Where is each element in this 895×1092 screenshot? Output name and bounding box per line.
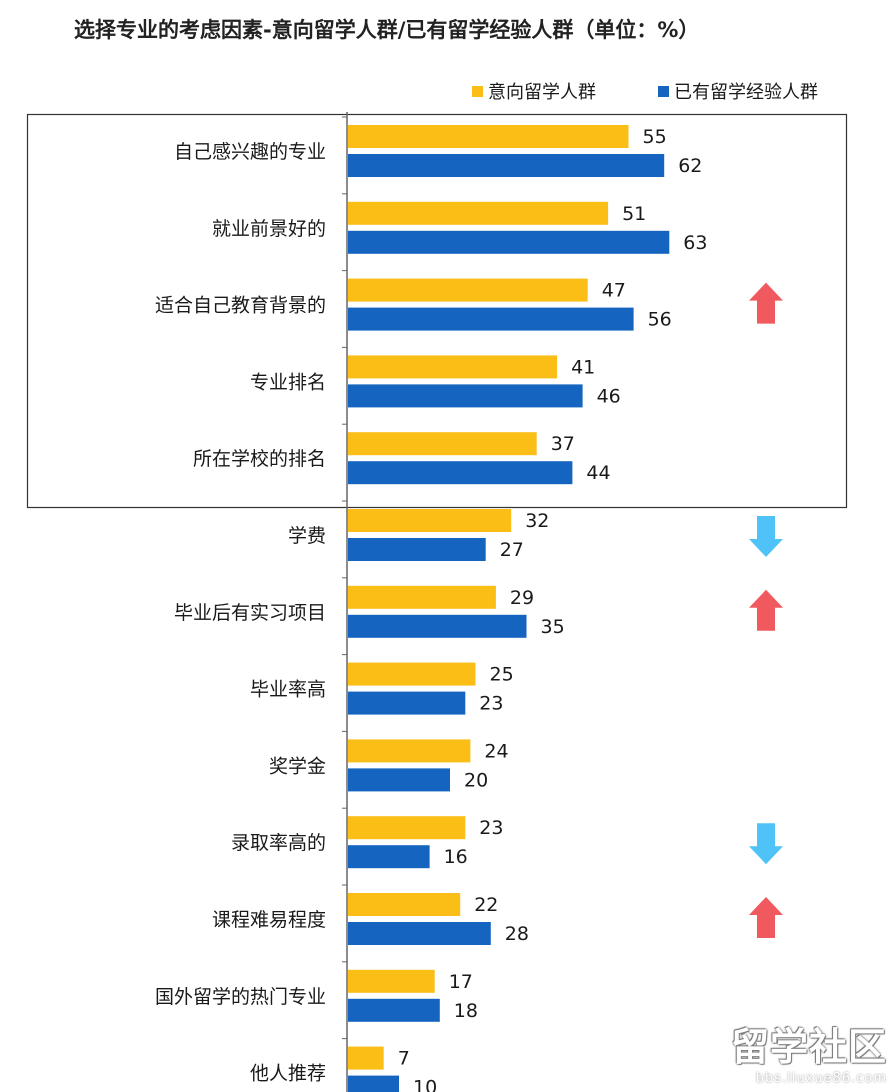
arrow-up-icon: [749, 897, 783, 938]
data-label: 17: [449, 971, 473, 993]
category-label: 就业前景好的: [212, 218, 326, 240]
bar-series1: [348, 893, 461, 916]
bar-series1: [348, 125, 629, 148]
bar-series1: [348, 432, 537, 456]
category-label: 所在学校的排名: [193, 448, 326, 470]
category-label: 毕业率高: [250, 679, 326, 701]
category-label: 录取率高的: [231, 832, 326, 854]
bar-series1: [348, 662, 476, 686]
bar-series1: [348, 739, 471, 763]
bar-series2: [348, 845, 430, 869]
data-label: 16: [444, 846, 468, 868]
legend-item-series1: 意向留学人群: [472, 78, 596, 104]
chart-title: 选择专业的考虑因素-意向留学人群/已有留学经验人群（单位：%）: [74, 18, 700, 42]
bar-series2: [348, 461, 573, 485]
category-label: 课程难易程度: [212, 909, 326, 931]
bar-series1: [348, 1046, 384, 1070]
arrow-up-icon: [749, 589, 783, 631]
bar-series2: [348, 1075, 399, 1092]
data-label: 25: [490, 664, 514, 686]
bar-series2: [348, 614, 527, 638]
data-label: 41: [571, 356, 595, 378]
watermark: 留学社区 bbs.liuxue86.com: [731, 1016, 887, 1086]
data-label: 18: [454, 1000, 478, 1022]
arrow-down-icon: [749, 516, 783, 557]
data-label: 20: [464, 769, 488, 791]
bar-series1: [348, 278, 588, 302]
bar-series2: [348, 691, 466, 715]
data-label: 7: [398, 1048, 410, 1070]
data-label: 35: [541, 616, 565, 638]
data-label: 55: [643, 126, 667, 148]
category-label: 学费: [288, 525, 326, 547]
data-label: 37: [551, 433, 575, 455]
bar-series2: [348, 538, 486, 561]
category-label: 毕业后有实习项目: [174, 602, 326, 624]
bar-series2: [348, 922, 491, 945]
data-label: 56: [648, 309, 672, 331]
category-label: 奖学金: [269, 755, 326, 777]
bar-series1: [348, 509, 512, 532]
data-label: 24: [484, 740, 508, 762]
bar-series2: [348, 384, 583, 408]
data-label: 44: [586, 462, 610, 484]
data-label: 23: [479, 817, 503, 839]
arrow-up-icon: [749, 282, 783, 324]
data-label: 62: [678, 155, 702, 177]
data-label: 32: [525, 510, 549, 532]
watermark-logo: 留学社区: [730, 1025, 887, 1069]
data-label: 29: [510, 587, 534, 609]
bar-series2: [348, 154, 665, 177]
category-label: 国外留学的热门专业: [155, 986, 326, 1008]
bar-series2: [348, 998, 440, 1022]
data-label: 51: [622, 203, 646, 225]
bar-series1: [348, 201, 609, 225]
legend-label-series2: 已有留学经验人群: [674, 82, 818, 103]
category-label: 适合自己教育背景的: [155, 295, 326, 317]
data-label: 10: [413, 1077, 437, 1092]
bar-series2: [348, 307, 634, 331]
data-label: 27: [500, 539, 524, 561]
bar-series2: [348, 230, 670, 254]
category-label: 他人推荐: [250, 1063, 326, 1085]
legend-swatch-series1: [472, 85, 483, 97]
legend-swatch-series2: [658, 85, 669, 97]
watermark-url: bbs.liuxue86.com: [755, 1071, 887, 1086]
category-label: 专业排名: [250, 371, 326, 393]
data-label: 28: [505, 923, 529, 945]
data-label: 22: [474, 894, 498, 916]
data-label: 23: [479, 693, 503, 715]
bar-series1: [348, 585, 496, 609]
category-label: 自己感兴趣的专业: [174, 141, 326, 163]
data-label: 63: [683, 232, 707, 254]
bar-series1: [348, 355, 558, 379]
data-label: 46: [597, 385, 621, 407]
highlight-box: [26, 113, 848, 509]
legend-label-series1: 意向留学人群: [488, 82, 596, 103]
legend-item-series2: 已有留学经验人群: [658, 78, 818, 104]
bar-series1: [348, 816, 466, 840]
data-label: 47: [602, 280, 626, 302]
bar-series2: [348, 768, 450, 792]
bar-series1: [348, 969, 435, 993]
arrow-down-icon: [749, 823, 783, 865]
